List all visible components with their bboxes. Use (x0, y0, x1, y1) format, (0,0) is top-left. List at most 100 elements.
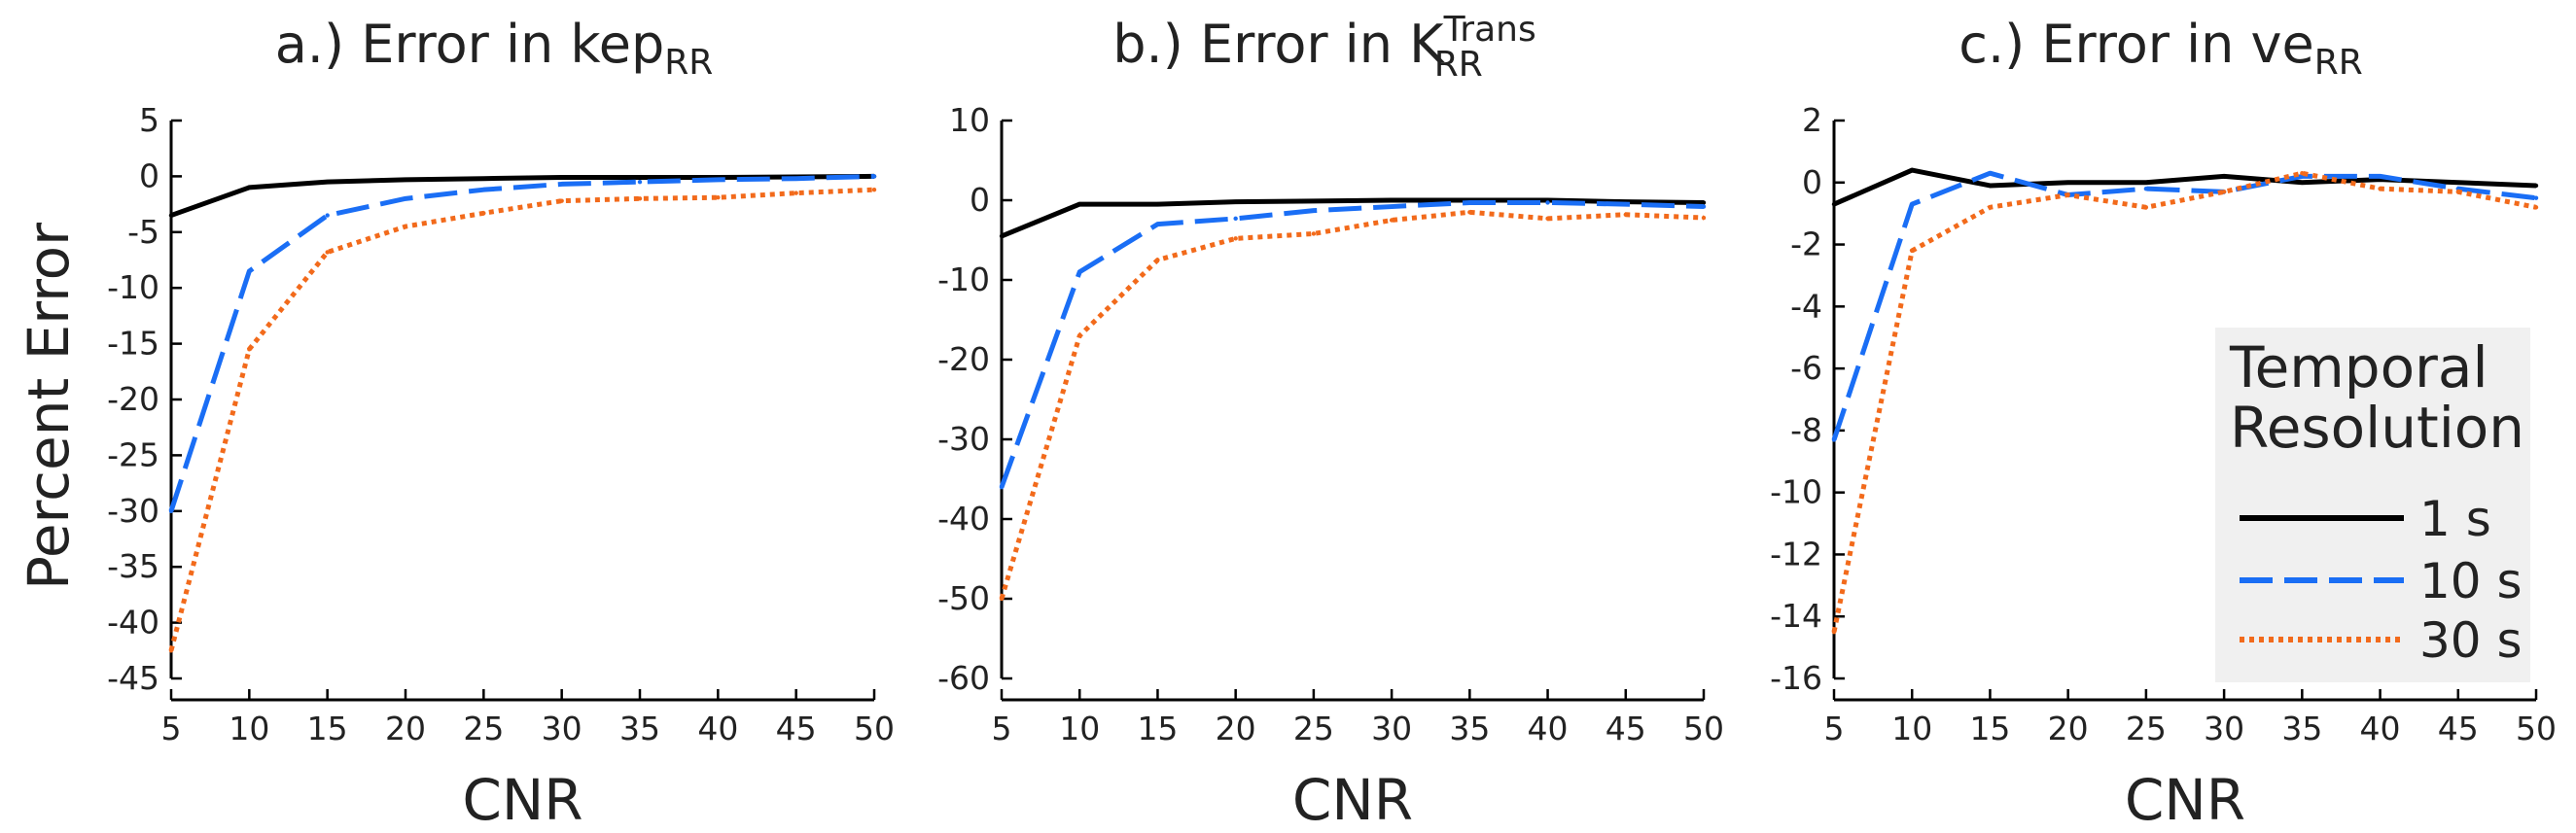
data-point (1077, 201, 1082, 207)
x-axis-label: CNR (462, 767, 582, 833)
data-point (247, 347, 252, 352)
y-tick-label: 10 (949, 101, 990, 139)
panel-title-subscript: RR (664, 43, 713, 83)
data-point (2065, 180, 2070, 185)
x-tick-label: 50 (854, 710, 895, 747)
x-tick-label: 20 (385, 710, 426, 747)
data-point (1077, 333, 1082, 338)
data-point (2221, 174, 2227, 179)
data-point (999, 485, 1005, 490)
y-tick-label: 5 (139, 101, 159, 139)
data-point (716, 177, 721, 183)
y-axis-label: Percent Error (16, 223, 82, 590)
x-axis-label: CNR (1292, 767, 1413, 833)
y-tick-label: -6 (1790, 349, 1822, 387)
x-tick-label: 5 (1824, 710, 1845, 747)
data-point (1233, 236, 1238, 241)
data-point (2143, 186, 2149, 191)
x-tick-label: 10 (1891, 710, 1932, 747)
data-point (794, 191, 798, 195)
x-tick-label: 35 (619, 710, 660, 747)
legend-title-line2: Resolution (2230, 395, 2524, 461)
data-point (403, 224, 408, 229)
x-tick-label: 30 (542, 710, 582, 747)
data-point (247, 185, 252, 191)
legend-title-line1: Temporal (2229, 334, 2488, 400)
x-tick-label: 25 (2126, 710, 2167, 747)
x-tick-label: 50 (2516, 710, 2557, 747)
x-tick-label: 45 (776, 710, 817, 747)
y-tick-label: -5 (127, 213, 159, 251)
data-point (1545, 216, 1550, 222)
data-point (1988, 183, 1993, 189)
y-tick-label: -10 (1770, 473, 1822, 511)
data-point (481, 187, 486, 192)
x-tick-label: 35 (1449, 710, 1490, 747)
data-point (1389, 204, 1394, 209)
panel-title-main: b.) Error in K (1112, 14, 1445, 75)
data-point (2143, 205, 2149, 210)
x-tick-label: 15 (307, 710, 348, 747)
data-point (2455, 190, 2460, 194)
series-line-30s (999, 209, 1705, 600)
data-point (2300, 171, 2305, 176)
data-point (168, 508, 174, 513)
x-tick-label: 15 (1969, 710, 2010, 747)
data-point (2378, 174, 2382, 179)
data-point (1623, 212, 1628, 217)
legend: Temporal Resolution 1 s 10 s 30 s (2215, 328, 2530, 682)
data-point (1467, 200, 1472, 205)
series-line-10s (999, 199, 1705, 489)
data-point (1910, 201, 1915, 207)
y-tick-label: -35 (107, 547, 159, 585)
x-tick-label: 20 (1216, 710, 1256, 747)
data-point (168, 213, 174, 218)
x-tick-label: 10 (1059, 710, 1100, 747)
legend-label-30s: 30 s (2419, 612, 2523, 669)
data-point (325, 250, 330, 255)
data-point (1831, 437, 1837, 442)
x-tick-label: 40 (1528, 710, 1569, 747)
y-tick-label: -10 (107, 268, 159, 306)
y-tick-label: -40 (937, 500, 990, 538)
data-point (871, 174, 877, 179)
data-point (1389, 197, 1394, 203)
data-point (403, 177, 408, 183)
y-tick-label: 0 (1802, 163, 1822, 201)
x-tick-label: 25 (1293, 710, 1334, 747)
series-line-1s (170, 173, 875, 218)
data-point (2143, 180, 2149, 185)
data-point (794, 176, 798, 181)
data-point (325, 213, 330, 218)
y-tick-label: -15 (107, 325, 159, 363)
data-point (559, 175, 564, 180)
series-line-1s (1001, 197, 1705, 239)
y-tick-label: -16 (1770, 659, 1822, 697)
data-point (1467, 210, 1472, 215)
data-point (2533, 183, 2539, 189)
series-line-10s (168, 173, 875, 512)
data-point (1910, 167, 1915, 173)
panel-title-main: c.) Error in ve (1958, 14, 2313, 75)
panel-title-subscript: RR (1434, 45, 1483, 85)
data-point (1623, 201, 1628, 207)
panel-title: b.) Error in KTrans RR (1112, 10, 1535, 85)
series-line-10s (1831, 170, 2537, 441)
x-tick-label: 20 (2048, 710, 2089, 747)
data-point (1389, 218, 1394, 223)
data-point (637, 196, 643, 201)
data-point (481, 176, 486, 181)
y-tick-label: -20 (107, 380, 159, 418)
data-point (2065, 192, 2070, 197)
y-tick-label: -40 (107, 604, 159, 642)
panel-a: a.) Error in kepRR50-5-10-15-20-25-30-35… (107, 14, 895, 833)
data-point (637, 179, 643, 185)
y-tick-label: -50 (937, 579, 990, 617)
data-point (1988, 205, 1993, 210)
data-point (637, 175, 643, 180)
y-tick-label: -45 (107, 659, 159, 697)
data-point (1701, 215, 1707, 221)
x-tick-label: 5 (161, 710, 182, 747)
data-point (2300, 180, 2305, 185)
